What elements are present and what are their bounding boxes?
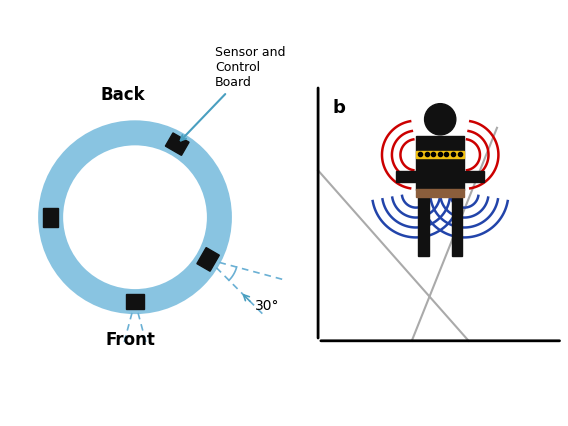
- Circle shape: [424, 104, 456, 135]
- Text: b: b: [332, 99, 345, 118]
- Bar: [465, 171, 484, 182]
- Bar: [452, 190, 462, 256]
- Bar: [43, 208, 59, 227]
- Bar: [396, 171, 416, 182]
- Text: Front: Front: [106, 331, 156, 348]
- Bar: [126, 294, 144, 309]
- Bar: [418, 190, 429, 256]
- Bar: [197, 248, 219, 271]
- Bar: [416, 151, 465, 158]
- Bar: [416, 190, 465, 197]
- Text: Back: Back: [100, 86, 145, 104]
- Text: 30°: 30°: [254, 299, 279, 313]
- Bar: [165, 133, 189, 155]
- Text: Sensor and
Control
Board: Sensor and Control Board: [181, 46, 286, 141]
- Bar: [416, 136, 465, 190]
